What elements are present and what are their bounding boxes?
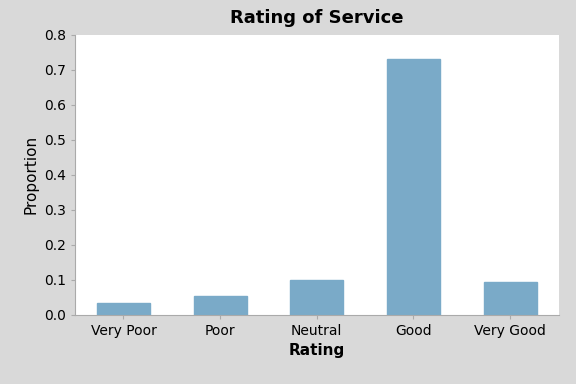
Bar bbox=[194, 296, 247, 315]
Title: Rating of Service: Rating of Service bbox=[230, 10, 404, 27]
Y-axis label: Proportion: Proportion bbox=[23, 135, 38, 214]
Bar bbox=[97, 303, 150, 315]
Bar bbox=[484, 282, 537, 315]
X-axis label: Rating: Rating bbox=[289, 343, 345, 358]
Bar bbox=[290, 280, 343, 315]
Bar bbox=[387, 59, 440, 315]
